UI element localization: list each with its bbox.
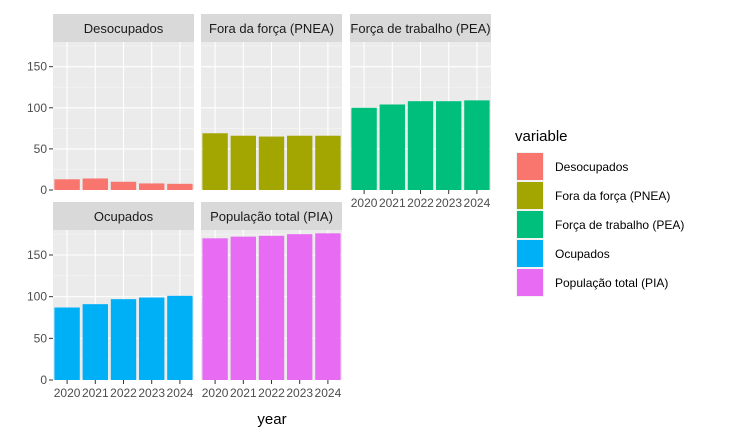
bar-ocupados-2024 bbox=[167, 295, 193, 380]
y-tick-label: 0 bbox=[40, 183, 47, 197]
x-tick-label: 2023 bbox=[286, 386, 313, 400]
legend-item-ocupados: Ocupados bbox=[516, 239, 610, 268]
y-tick-label: 50 bbox=[34, 331, 48, 345]
bar-populacao-total-pia-2023 bbox=[287, 234, 313, 380]
facet-panels: Desocupados 0 50 100 150 Fora da força (PNEA)… bbox=[27, 14, 491, 400]
legend-label: Desocupados bbox=[555, 160, 628, 174]
legend-item-populacao-total-pia: População total (PIA) bbox=[516, 268, 668, 297]
facet-strip bbox=[201, 202, 342, 230]
legend-title: variable bbox=[515, 128, 568, 145]
bar-desocupados-2021 bbox=[82, 178, 108, 190]
x-tick-label: 2022 bbox=[407, 196, 434, 210]
x-tick-label: 2022 bbox=[110, 386, 137, 400]
facet-strip-label: Força de trabalho (PEA) bbox=[350, 21, 490, 36]
legend-swatch bbox=[517, 240, 543, 267]
bar-fora-da-forca-pnea-2021 bbox=[230, 135, 256, 190]
bar-fora-da-forca-pnea-2020 bbox=[202, 133, 228, 190]
y-tick-label: 150 bbox=[27, 60, 47, 74]
x-tick-label: 2020 bbox=[54, 386, 81, 400]
y-tick-label: 150 bbox=[27, 248, 47, 262]
bar-desocupados-2023 bbox=[139, 183, 165, 190]
y-tick-label: 100 bbox=[27, 290, 47, 304]
bar-forca-de-trabalho-pea-2022 bbox=[407, 101, 434, 190]
legend-item-forca-de-trabalho-pea: Força de trabalho (PEA) bbox=[516, 210, 684, 239]
facet-strip-label: Desocupados bbox=[84, 21, 164, 36]
facet-strip bbox=[350, 14, 491, 42]
facet-strip bbox=[201, 14, 342, 42]
x-axis-title: year bbox=[257, 411, 286, 428]
x-tick-label: 2024 bbox=[464, 196, 491, 210]
legend-item-fora-da-forca-pnea: Fora da força (PNEA) bbox=[516, 181, 670, 210]
x-tick-label: 2022 bbox=[258, 386, 285, 400]
x-tick-label: 2023 bbox=[138, 386, 165, 400]
bar-desocupados-2020 bbox=[54, 179, 80, 190]
legend-label: Fora da força (PNEA) bbox=[555, 189, 670, 203]
panel-forca-de-trabalho-pea: Força de trabalho (PEA) 2020 2021 2022 2023 2… bbox=[350, 14, 491, 210]
y-tick-label: 100 bbox=[27, 101, 47, 115]
legend-label: Ocupados bbox=[555, 247, 610, 261]
legend-swatch bbox=[517, 153, 543, 180]
facet-strip bbox=[53, 202, 194, 230]
bar-populacao-total-pia-2024 bbox=[315, 233, 341, 380]
legend-item-desocupados: Desocupados bbox=[516, 152, 628, 181]
x-tick-label: 2021 bbox=[379, 196, 406, 210]
bar-forca-de-trabalho-pea-2021 bbox=[379, 104, 405, 190]
x-tick-label: 2024 bbox=[315, 386, 342, 400]
panel-ocupados: Ocupados 0 50 100 150 2020 2021 2022 2023 2024 bbox=[27, 202, 194, 400]
bar-ocupados-2020 bbox=[54, 307, 80, 380]
bar-populacao-total-pia-2021 bbox=[230, 236, 256, 380]
bar-fora-da-forca-pnea-2024 bbox=[315, 135, 341, 190]
x-tick-label: 2020 bbox=[202, 386, 229, 400]
bar-desocupados-2022 bbox=[110, 181, 137, 190]
legend-swatch bbox=[517, 211, 543, 238]
bar-desocupados-2024 bbox=[167, 183, 193, 190]
x-tick-label: 2024 bbox=[167, 386, 194, 400]
facet-strip-label: Fora da força (PNEA) bbox=[209, 21, 334, 36]
legend: variable Desocupados Fora da força (PNEA)… bbox=[515, 128, 684, 297]
facet-strip bbox=[53, 14, 194, 42]
facet-strip-label: População total (PIA) bbox=[210, 209, 333, 224]
bar-ocupados-2023 bbox=[139, 297, 165, 380]
bar-ocupados-2021 bbox=[82, 304, 108, 380]
bar-fora-da-forca-pnea-2023 bbox=[287, 135, 313, 190]
x-tick-label: 2021 bbox=[82, 386, 109, 400]
legend-swatch bbox=[517, 269, 543, 296]
bar-fora-da-forca-pnea-2022 bbox=[258, 136, 285, 190]
bar-ocupados-2022 bbox=[110, 299, 137, 380]
x-tick-label: 2020 bbox=[351, 196, 378, 210]
panel-desocupados: Desocupados 0 50 100 150 bbox=[27, 14, 194, 197]
panel-populacao-total-pia: População total (PIA) 2020 2021 2022 2023 202… bbox=[201, 202, 342, 400]
bar-populacao-total-pia-2022 bbox=[258, 235, 285, 380]
bar-forca-de-trabalho-pea-2023 bbox=[436, 101, 462, 190]
y-tick-label: 0 bbox=[40, 373, 47, 387]
y-tick-label: 50 bbox=[34, 142, 48, 156]
facet-strip-label: Ocupados bbox=[94, 209, 154, 224]
panel-fora-da-forca-pnea: Fora da força (PNEA) bbox=[201, 14, 342, 191]
x-tick-label: 2023 bbox=[435, 196, 462, 210]
legend-swatch bbox=[517, 182, 543, 209]
bar-forca-de-trabalho-pea-2020 bbox=[351, 107, 377, 190]
bar-forca-de-trabalho-pea-2024 bbox=[464, 100, 490, 190]
x-tick-label: 2021 bbox=[230, 386, 257, 400]
legend-label: População total (PIA) bbox=[555, 276, 668, 290]
bar-populacao-total-pia-2020 bbox=[202, 238, 228, 380]
legend-label: Força de trabalho (PEA) bbox=[555, 218, 684, 232]
